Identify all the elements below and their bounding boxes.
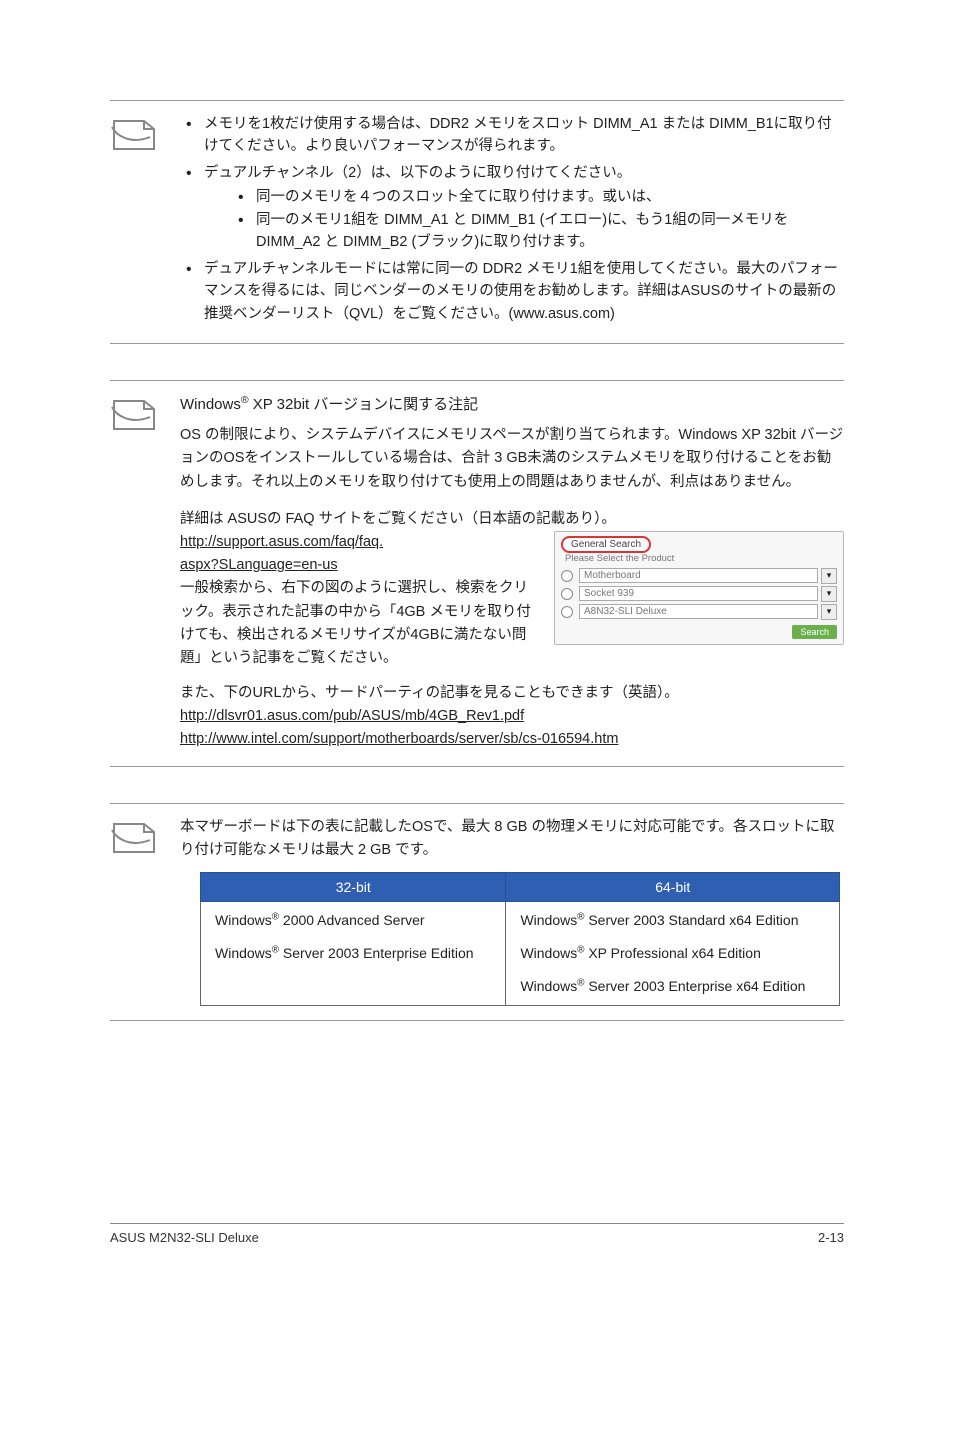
reg-mark: ® [272,911,279,922]
radio-icon[interactable] [561,606,573,618]
note1-sublist: 同一のメモリを４つのスロット全てに取り付けます。或いは、 同一のメモリ1組を D… [204,186,844,253]
note2-p4: また、下のURLから、サードパーティの記事を見ることもできます（英語）。 [180,682,844,705]
os-text: Server 2003 Standard x64 Edition [584,912,798,928]
os-text: Windows [215,945,272,961]
note2-p2: 詳細は ASUSの FAQ サイトをご覧ください（日本語の記載あり）。 [180,508,844,531]
search-field-2[interactable]: Socket 939 [579,586,818,601]
note2-p3: 一般検索から、右下の図のように選択し、検索をクリック。表示された記事の中から「4… [180,580,531,666]
os-support-table: 32-bit 64-bit Windows® 2000 Advanced Ser… [200,872,840,1006]
footer-left: ASUS M2N32-SLI Deluxe [110,1230,259,1245]
search-field-3[interactable]: A8N32-SLI Deluxe [579,604,818,619]
page-footer: ASUS M2N32-SLI Deluxe 2-13 [110,1223,844,1245]
note2-two-col: http://support.asus.com/faq/faq. aspx?SL… [180,531,844,670]
chevron-down-icon[interactable]: ▾ [821,568,837,584]
os-64-2: Windows® XP Professional x64 Edition [520,943,825,964]
search-row-1: Motherboard ▾ [561,568,837,584]
note-block-2: Windows® XP 32bit バージョンに関する注記 OS の制限により、… [110,380,844,766]
note-block-3: 本マザーボードは下の表に記載したOSで、最大 8 GB の物理メモリに対応可能で… [110,803,844,1021]
search-row-2: Socket 939 ▾ [561,586,837,602]
note1-sub-1: 同一のメモリを４つのスロット全てに取り付けます。或いは、 [232,186,844,208]
note-block-1: メモリを1枚だけ使用する場合は、DDR2 メモリをスロット DIMM_A1 また… [110,100,844,344]
paper-note-icon [110,115,158,153]
search-field-1[interactable]: Motherboard [579,568,818,583]
reg-mark: ® [241,394,249,406]
os-text: 2000 Advanced Server [279,912,425,928]
note1-item-3: デュアルチャンネルモードには常に同一の DDR2 メモリ1組を使用してください。… [180,258,844,325]
cell-32bit: Windows® 2000 Advanced Server Windows® S… [201,902,506,1006]
os-text: Server 2003 Enterprise Edition [279,945,474,961]
os-64-1: Windows® Server 2003 Standard x64 Editio… [520,910,825,931]
os-text: Server 2003 Enterprise x64 Edition [584,978,805,994]
note1-item-1: メモリを1枚だけ使用する場合は、DDR2 メモリをスロット DIMM_A1 また… [180,113,844,158]
note2-heading-post: XP 32bit バージョンに関する注記 [249,396,478,413]
paper-note-icon [110,395,158,433]
note2-left-col: http://support.asus.com/faq/faq. aspx?SL… [180,531,538,670]
note1-list: メモリを1枚だけ使用する場合は、DDR2 メモリをスロット DIMM_A1 また… [180,113,844,325]
os-64-3: Windows® Server 2003 Enterprise x64 Edit… [520,976,825,997]
th-64bit: 64-bit [506,873,840,902]
search-button[interactable]: Search [792,625,837,639]
intel-link[interactable]: http://www.intel.com/support/motherboard… [180,731,618,747]
search-box: General Search Please Select the Product… [554,531,844,645]
note1-item-2: デュアルチャンネル（2）は、以下のように取り付けてください。 同一のメモリを４つ… [180,162,844,254]
cell-64bit: Windows® Server 2003 Standard x64 Editio… [506,902,840,1006]
os-text: Windows [215,912,272,928]
search-screenshot: General Search Please Select the Product… [554,531,844,645]
radio-icon[interactable] [561,588,573,600]
chevron-down-icon[interactable]: ▾ [821,604,837,620]
note1-item-2-text: デュアルチャンネル（2）は、以下のように取り付けてください。 [204,165,631,181]
note3-text: 本マザーボードは下の表に記載したOSで、最大 8 GB の物理メモリに対応可能で… [180,816,844,862]
search-row-3: A8N32-SLI Deluxe ▾ [561,604,837,620]
os-text: Windows [520,945,577,961]
pdf-link[interactable]: http://dlsvr01.asus.com/pub/ASUS/mb/4GB_… [180,708,524,724]
reg-mark: ® [272,944,279,955]
note1-sub-2: 同一のメモリ1組を DIMM_A1 と DIMM_B1 (イエロー)に、もう1組… [232,209,844,254]
note2-heading: Windows® XP 32bit バージョンに関する注記 [180,393,844,414]
footer-right: 2-13 [818,1230,844,1245]
os-text: XP Professional x64 Edition [584,945,760,961]
note2-p1: OS の制限により、システムデバイスにメモリスペースが割り当てられます。Wind… [180,424,844,494]
search-oval-label: General Search [561,536,651,553]
th-32bit: 32-bit [201,873,506,902]
search-subtitle: Please Select the Product [555,553,843,566]
paper-note-icon [110,818,158,856]
faq-link-line2[interactable]: aspx?SLanguage=en-us [180,557,338,573]
os-text: Windows [520,978,577,994]
os-32-2: Windows® Server 2003 Enterprise Edition [215,943,491,964]
search-btn-row: Search [555,622,843,644]
chevron-down-icon[interactable]: ▾ [821,586,837,602]
faq-link-line1[interactable]: http://support.asus.com/faq/faq. [180,534,383,550]
os-text: Windows [520,912,577,928]
radio-icon[interactable] [561,570,573,582]
note2-heading-pre: Windows [180,396,241,413]
os-32-1: Windows® 2000 Advanced Server [215,910,491,931]
